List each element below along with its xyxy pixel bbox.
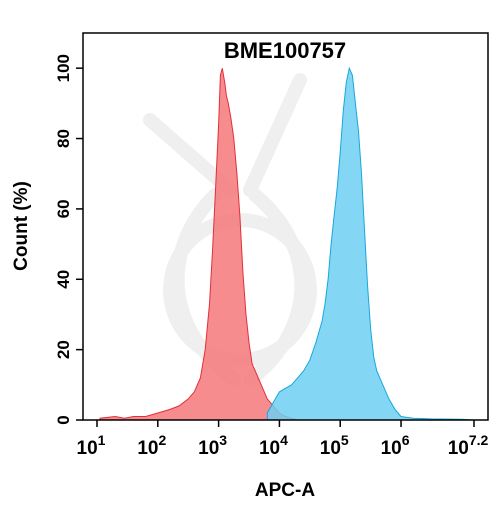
x-tick-label: 107.2 <box>448 432 489 459</box>
y-tick-label: 0 <box>54 415 73 424</box>
y-tick-label: 80 <box>54 129 73 148</box>
x-tick-label: 106 <box>381 432 410 459</box>
x-tick-label: 105 <box>320 432 349 459</box>
histogram-series-2 <box>266 66 475 421</box>
plot-frame <box>82 32 489 421</box>
x-tick-label: 103 <box>198 432 227 459</box>
chart-title: BME100757 <box>224 38 346 63</box>
x-axis: 101 102 103 104 105 106 107.2 <box>77 420 489 459</box>
y-axis-title: Count (%) <box>11 181 32 271</box>
y-tick-label: 100 <box>54 54 73 82</box>
y-axis: 0 20 40 60 80 100 <box>54 54 83 425</box>
x-tick-label: 104 <box>259 432 288 459</box>
y-tick-label: 60 <box>54 199 73 218</box>
x-axis-title: APC-A <box>255 480 315 501</box>
x-tick-label: 101 <box>77 432 106 459</box>
histogram-series-1 <box>99 68 298 421</box>
plot-area <box>99 66 475 421</box>
y-tick-label: 20 <box>54 340 73 359</box>
y-tick-label: 40 <box>54 270 73 289</box>
x-tick-label: 102 <box>137 432 166 459</box>
